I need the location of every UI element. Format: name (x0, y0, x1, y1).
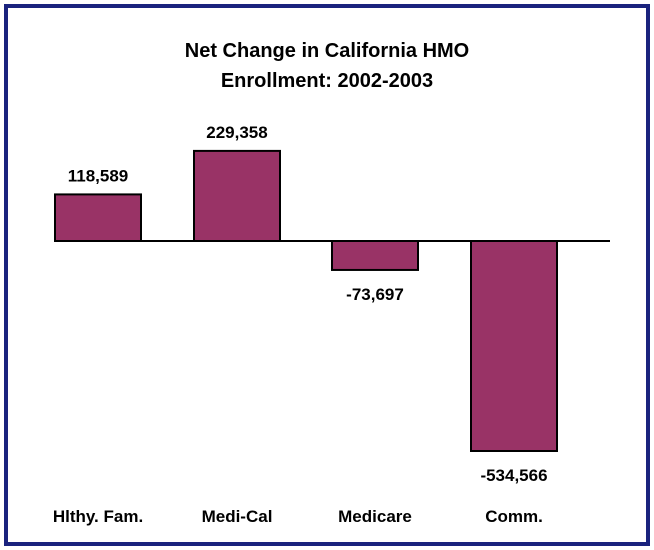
category-label-0: Hlthy. Fam. (53, 507, 143, 526)
category-label-3: Comm. (485, 507, 543, 526)
category-label-2: Medicare (338, 507, 412, 526)
chart-title-line-2: Enrollment: 2002-2003 (221, 70, 433, 92)
bar-0 (54, 193, 142, 242)
bar-group (54, 149, 558, 452)
bar-3 (470, 240, 558, 452)
label-group: 118,589 Hlthy. Fam. 229,358 Medi-Cal -73,697… (53, 123, 548, 526)
value-label-1: 229,358 (206, 123, 267, 142)
value-label-2: -73,697 (346, 285, 404, 304)
category-label-1: Medi-Cal (202, 507, 273, 526)
bar-2 (331, 240, 419, 271)
chart-title-line-1: Net Change in California HMO (185, 40, 469, 62)
bar-1 (193, 149, 281, 242)
value-label-0: 118,589 (68, 166, 129, 185)
value-label-3: -534,566 (480, 466, 547, 485)
